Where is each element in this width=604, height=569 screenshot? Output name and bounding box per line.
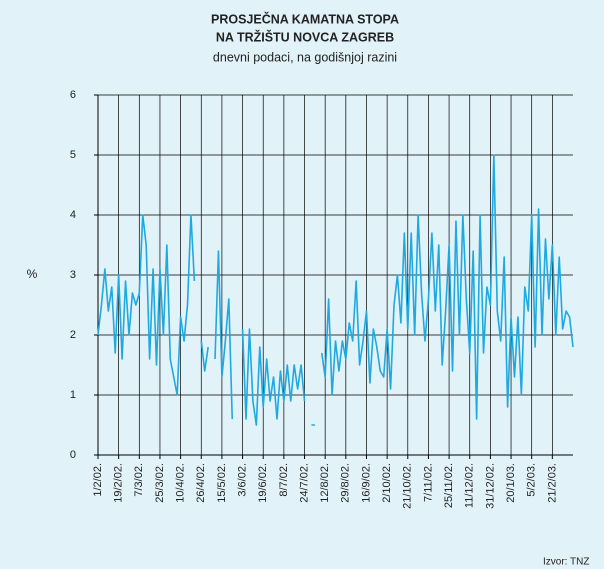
x-tick-label: 19/6/02.: [257, 463, 269, 503]
x-tick-label: 20/1/03.: [505, 463, 517, 503]
y-tick-label: 1: [70, 389, 76, 401]
x-tick-label: 7/3/02.: [133, 463, 145, 497]
chart-title: PROSJEČNA KAMATNA STOPA: [211, 11, 399, 26]
x-tick-label: 29/8/02.: [340, 463, 352, 503]
x-tick-label: 7/11/02.: [422, 463, 434, 502]
x-tick-label: 12/8/02.: [319, 463, 331, 503]
y-tick-label: 4: [70, 209, 76, 221]
y-tick-label: 0: [70, 449, 76, 461]
x-tick-label: 21/10/02.: [402, 463, 414, 509]
x-tick-label: 5/2/03.: [526, 463, 538, 497]
x-tick-label: 19/2/02.: [113, 463, 125, 503]
y-tick-label: 2: [70, 329, 76, 341]
x-tick-label: 31/12/02.: [484, 463, 496, 509]
x-tick-label: 16/9/02.: [360, 463, 372, 503]
y-tick-label: 3: [70, 269, 76, 281]
x-tick-label: 26/4/02.: [195, 463, 207, 503]
source: Izvor: TNZ: [543, 557, 589, 568]
x-tick-label: 24/7/02.: [298, 463, 310, 503]
x-tick-label: 21/2/03.: [546, 463, 558, 503]
y-tick-label: 5: [70, 149, 76, 161]
x-tick-label: 15/5/02.: [216, 463, 228, 503]
x-tick-label: 3/6/02.: [236, 463, 248, 497]
x-tick-label: 8/7/02.: [278, 463, 290, 497]
x-tick-label: 1/2/02.: [92, 463, 104, 497]
x-tick-label: 10/4/02.: [175, 463, 187, 503]
x-tick-label: 25/11/02.: [443, 463, 455, 508]
x-tick-label: 2/10/02.: [381, 463, 393, 503]
y-tick-label: 6: [70, 89, 76, 101]
x-tick-label: 25/3/02.: [154, 463, 166, 503]
data-line: [97, 154, 574, 426]
chart-subtitle: dnevni podaci, na godišnjoj razini: [213, 50, 397, 64]
y-axis-label: %: [27, 267, 38, 281]
x-tick-label: 11/12/02.: [464, 463, 476, 508]
chart-title: NA TRŽIŠTU NOVCA ZAGREB: [216, 29, 394, 44]
